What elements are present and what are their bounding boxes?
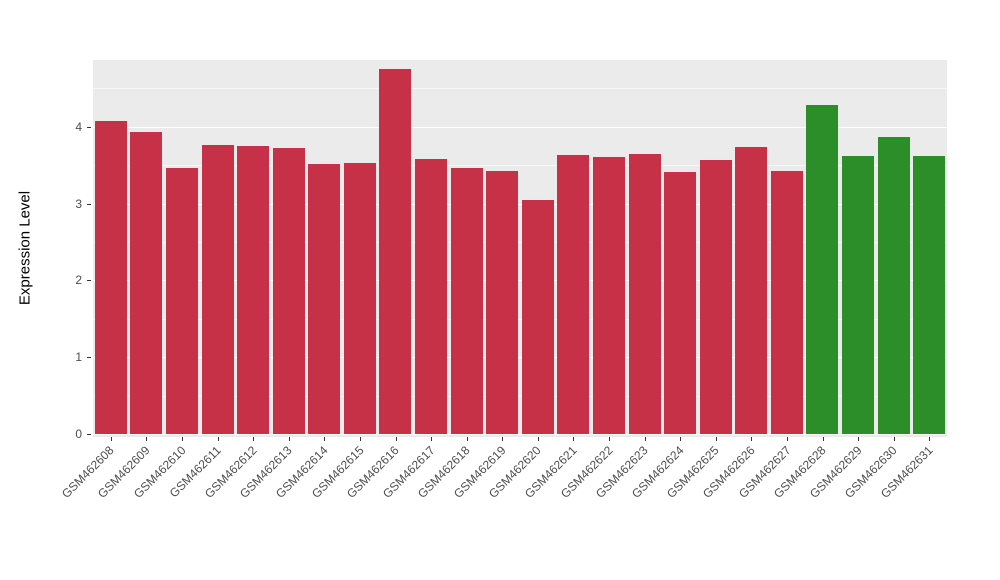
y-tick-label: 2 <box>75 273 82 288</box>
bar-GSM462618 <box>450 168 483 434</box>
bar-GSM462624 <box>664 172 697 434</box>
bar-GSM462614 <box>308 164 341 434</box>
y-tick-label: 3 <box>75 196 82 211</box>
bar-GSM462617 <box>415 159 447 434</box>
bar-GSM462619 <box>486 170 519 434</box>
x-tick-mark <box>680 437 682 441</box>
bar-GSM462608 <box>94 120 127 434</box>
bar-GSM462630 <box>877 136 910 434</box>
x-tick-mark <box>929 437 931 441</box>
y-tick-label: 4 <box>75 119 82 134</box>
bar-GSM462629 <box>842 156 874 434</box>
major-gridline <box>93 434 947 435</box>
y-axis-title: Expression Level <box>16 190 34 306</box>
x-tick-mark <box>822 437 824 441</box>
bar-GSM462609 <box>130 132 163 434</box>
x-tick-mark <box>751 437 753 441</box>
minor-gridline <box>93 242 947 243</box>
minor-gridline <box>93 395 947 397</box>
major-gridline <box>93 280 947 282</box>
bar-GSM462612 <box>237 146 270 434</box>
major-gridline <box>93 357 947 359</box>
major-gridline <box>93 203 947 205</box>
y-tick-label: 0 <box>75 427 82 441</box>
y-tick-mark <box>87 126 91 128</box>
x-tick-mark <box>288 437 290 441</box>
x-tick-mark <box>182 437 183 441</box>
y-tick-mark <box>87 203 91 205</box>
minor-gridline <box>93 318 947 320</box>
plot-panel <box>93 60 947 437</box>
x-tick-mark <box>537 437 539 441</box>
major-gridline <box>93 126 947 128</box>
x-tick-mark <box>644 437 646 441</box>
x-tick-mark <box>715 437 717 441</box>
bar-GSM462626 <box>735 146 768 434</box>
bar-GSM462627 <box>770 171 803 434</box>
x-tick-mark <box>110 437 112 441</box>
x-tick-mark <box>395 437 397 441</box>
x-tick-mark <box>359 437 361 441</box>
minor-gridline <box>93 165 947 167</box>
y-tick-label: 1 <box>75 350 82 365</box>
y-tick-mark <box>87 280 91 282</box>
x-tick-mark <box>786 437 788 441</box>
bar-GSM462622 <box>592 156 625 434</box>
bar-GSM462620 <box>521 199 554 434</box>
bar-GSM462623 <box>628 153 661 434</box>
bar-GSM462631 <box>913 156 946 434</box>
x-tick-mark <box>858 437 859 441</box>
x-tick-mark <box>466 437 468 441</box>
x-tick-mark <box>573 437 575 441</box>
x-tick-mark <box>502 437 504 441</box>
y-tick-mark <box>87 434 91 435</box>
y-tick-mark <box>87 357 91 359</box>
bar-GSM462625 <box>699 159 732 434</box>
bar-GSM462615 <box>343 162 376 434</box>
minor-gridline <box>93 88 947 90</box>
bar-GSM462611 <box>201 144 234 434</box>
x-tick-mark <box>146 437 148 441</box>
bar-GSM462628 <box>806 105 839 434</box>
x-tick-mark <box>217 437 219 441</box>
x-tick-mark <box>253 437 255 441</box>
x-tick-mark <box>324 437 326 441</box>
x-tick-mark <box>893 437 895 441</box>
bar-GSM462610 <box>165 167 198 434</box>
bar-GSM462621 <box>557 154 590 434</box>
x-tick-mark <box>609 437 610 441</box>
x-tick-mark <box>431 437 432 441</box>
bar-GSM462613 <box>272 148 305 434</box>
bar-GSM462616 <box>379 69 412 434</box>
